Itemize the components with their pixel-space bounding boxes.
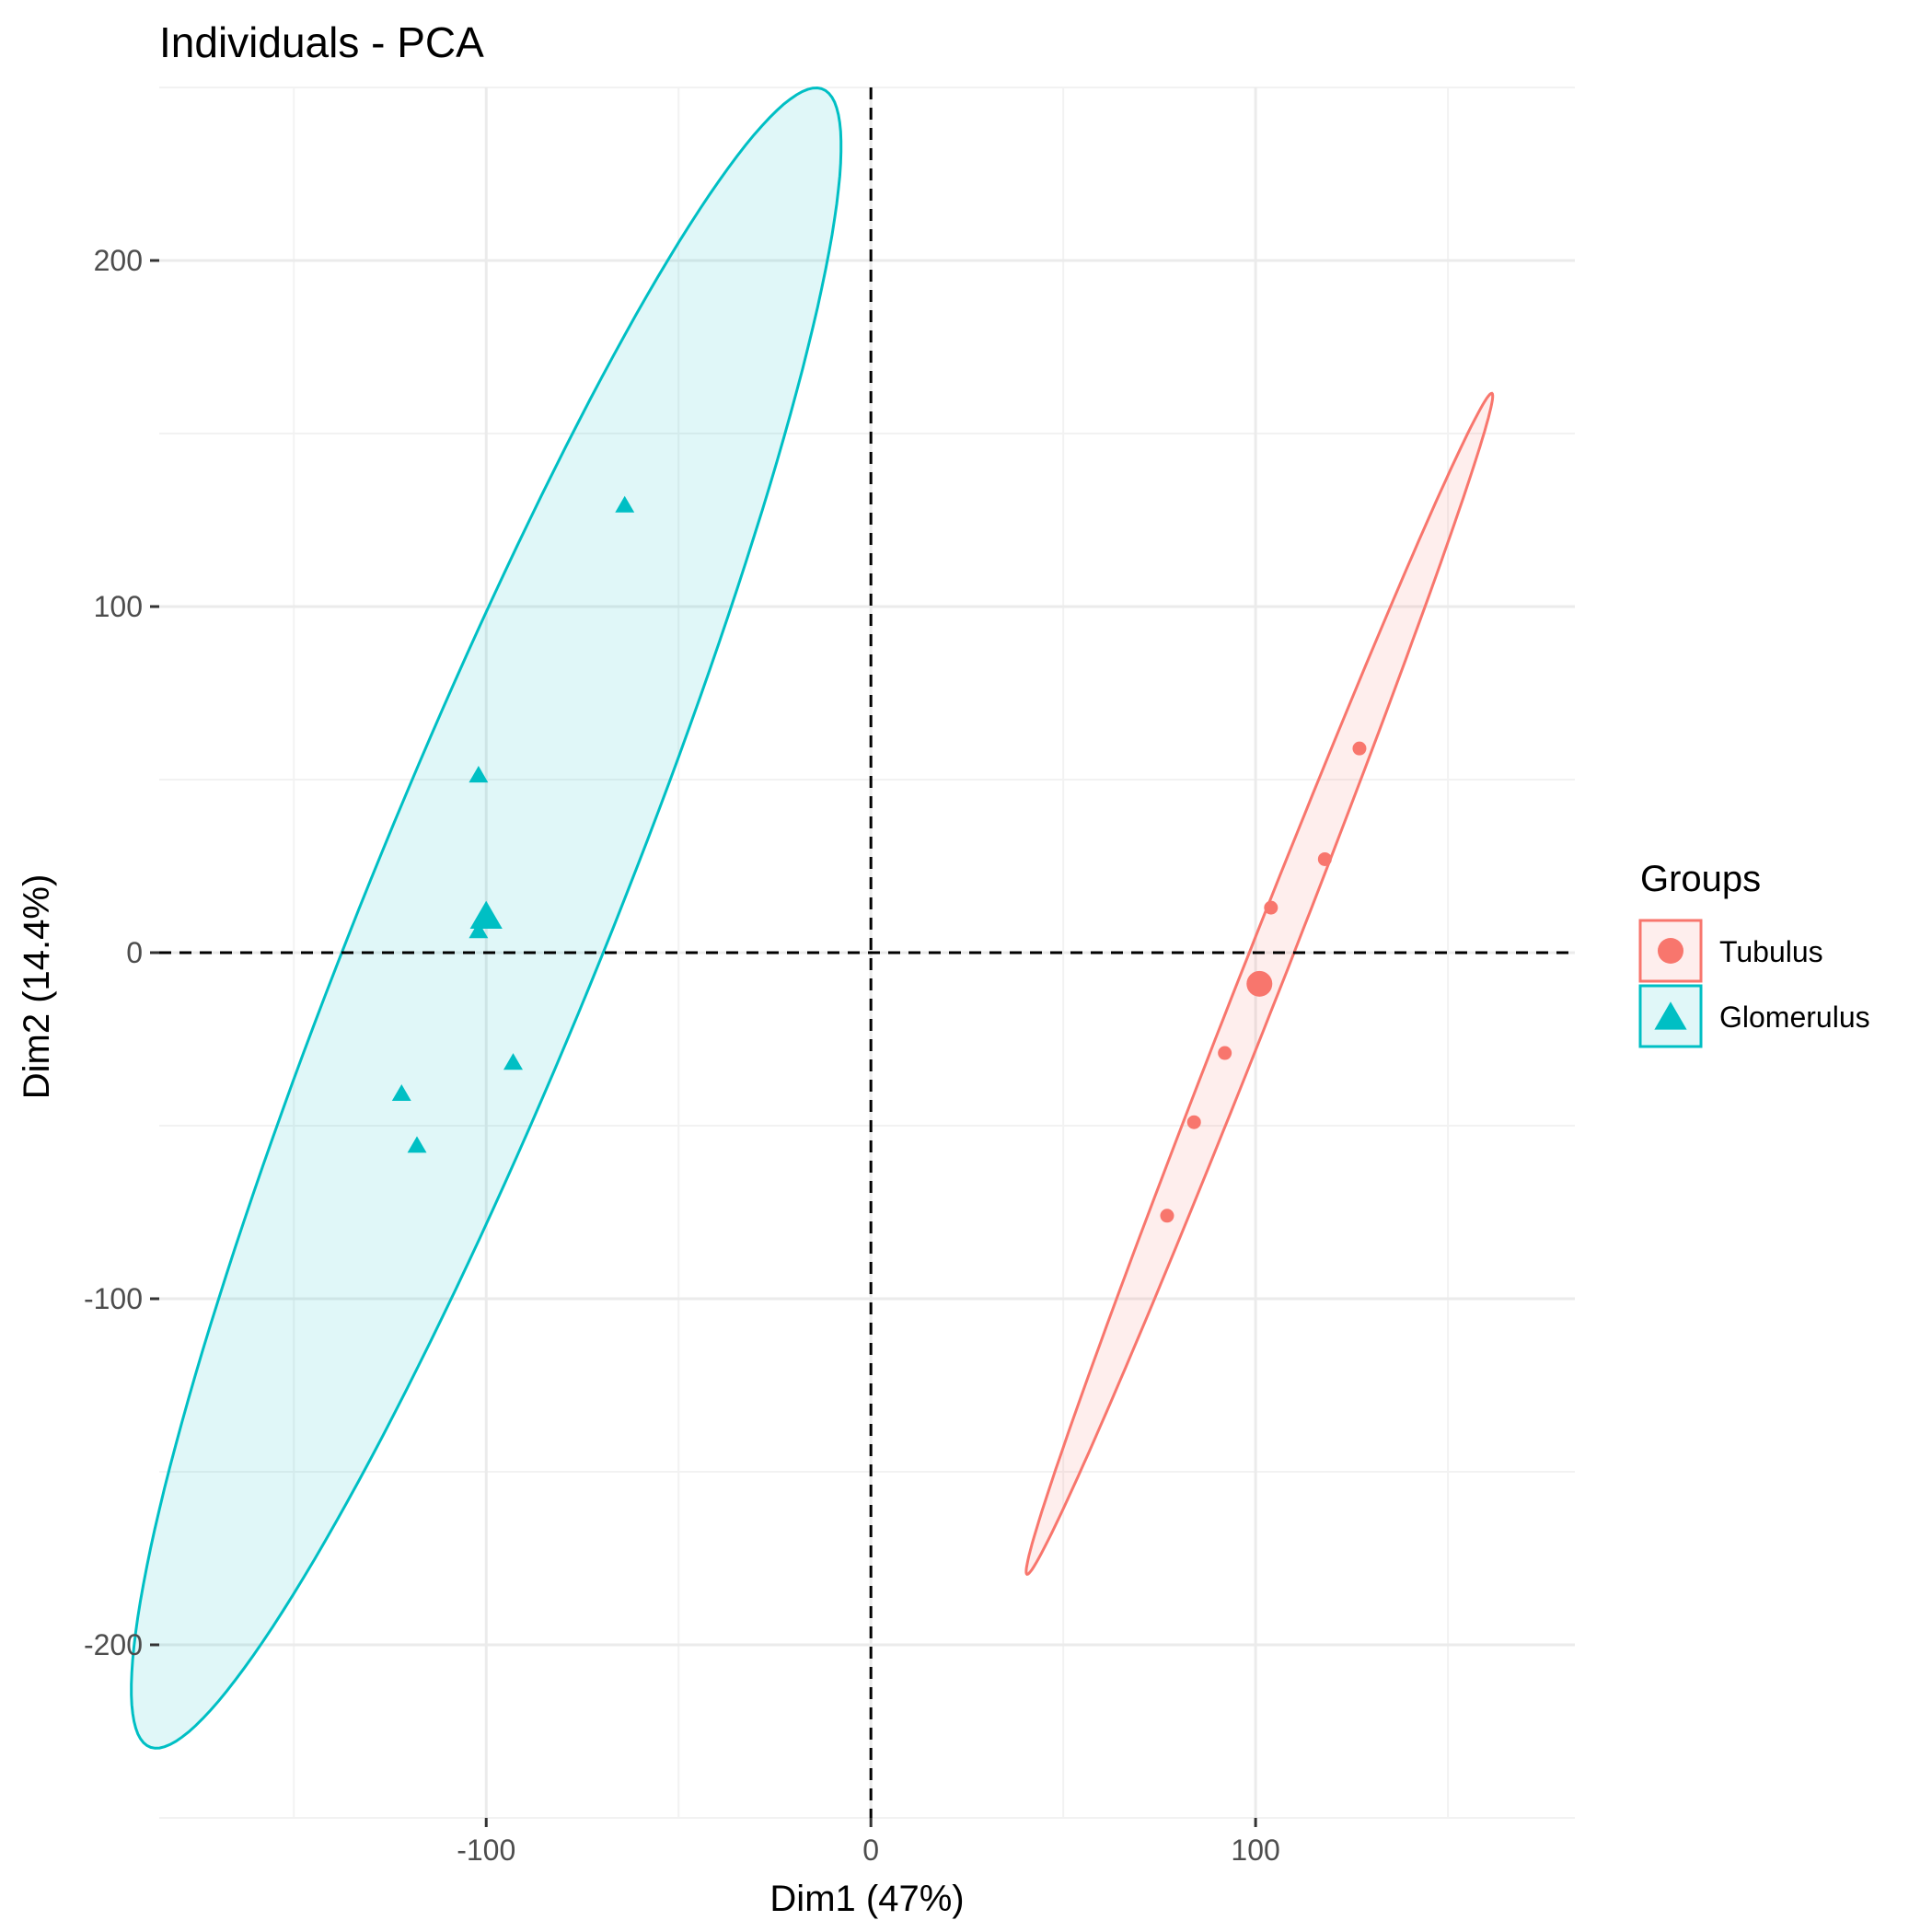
point-glomerulus xyxy=(469,766,489,783)
legend-label-tubulus: Tubulus xyxy=(1719,935,1823,968)
y-tick-label: 200 xyxy=(94,244,143,277)
x-axis-title: Dim1 (47%) xyxy=(769,1879,964,1919)
y-tick-label: 0 xyxy=(126,936,143,969)
legend: Groups Tubulus Glomerulus xyxy=(1638,859,1870,1048)
x-tick-label: 100 xyxy=(1231,1834,1279,1867)
y-axis-title: Dim2 (14.4%) xyxy=(17,874,57,1100)
point-glomerulus xyxy=(503,1053,523,1070)
point-tubulus xyxy=(1160,1209,1174,1223)
centroid-glomerulus xyxy=(469,900,503,929)
y-tick-label: -200 xyxy=(84,1628,143,1661)
point-tubulus xyxy=(1264,900,1278,915)
centroid-tubulus xyxy=(1246,970,1273,997)
y-tick-label: -100 xyxy=(84,1282,143,1315)
point-tubulus xyxy=(1218,1046,1232,1060)
chart-title: Individuals - PCA xyxy=(159,18,484,66)
axes: -100 0 100 -200 -100 0 100 200 xyxy=(84,244,1280,1867)
point-tubulus xyxy=(1186,1115,1201,1129)
point-glomerulus xyxy=(391,1084,411,1101)
legend-marker-tubulus xyxy=(1658,938,1683,964)
point-glomerulus xyxy=(469,921,489,939)
y-tick-label: 100 xyxy=(94,590,143,623)
x-tick-label: -100 xyxy=(457,1834,515,1867)
legend-marker-glomerulus xyxy=(1654,1001,1687,1030)
point-tubulus xyxy=(1317,851,1332,866)
legend-label-glomerulus: Glomerulus xyxy=(1719,1001,1870,1034)
legend-title: Groups xyxy=(1640,859,1761,899)
point-glomerulus xyxy=(615,495,635,513)
x-tick-label: 0 xyxy=(862,1834,879,1867)
reference-lines xyxy=(159,87,1575,1818)
point-tubulus xyxy=(1352,741,1367,756)
data-points xyxy=(391,495,1367,1223)
point-glomerulus xyxy=(407,1136,427,1153)
